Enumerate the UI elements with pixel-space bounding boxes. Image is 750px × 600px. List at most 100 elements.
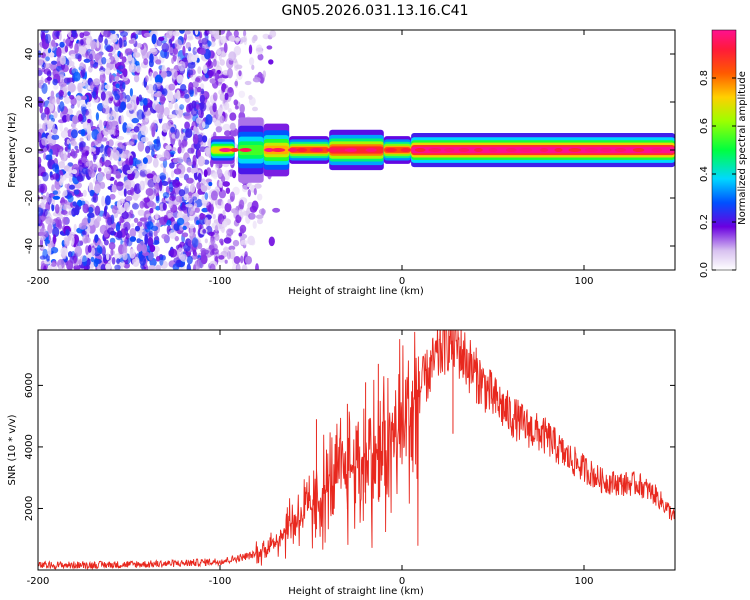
noise-cell bbox=[101, 195, 105, 207]
noise-cell bbox=[57, 219, 63, 229]
noise-cell bbox=[40, 194, 47, 204]
noise-cell bbox=[182, 45, 186, 57]
x-tick-label: -200 bbox=[27, 576, 50, 587]
noise-cell bbox=[112, 146, 117, 153]
noise-cell bbox=[80, 39, 84, 46]
noise-cell bbox=[213, 58, 217, 67]
noise-cell bbox=[152, 175, 158, 184]
noise-cell bbox=[224, 170, 231, 181]
noise-cell bbox=[183, 33, 188, 41]
y-tick-label: 40 bbox=[24, 48, 35, 61]
noise-cell bbox=[233, 45, 242, 56]
noise-cell bbox=[228, 245, 236, 251]
noise-cell bbox=[43, 30, 49, 34]
signal-peak bbox=[554, 148, 563, 152]
noise-cell bbox=[137, 209, 145, 216]
noise-cell bbox=[119, 153, 127, 159]
noise-cell bbox=[63, 152, 67, 161]
noise-cell bbox=[210, 203, 214, 215]
noise-cell bbox=[106, 140, 110, 146]
noise-cell bbox=[186, 255, 193, 265]
noise-cell bbox=[126, 128, 130, 133]
noise-cell bbox=[261, 208, 265, 216]
noise-cell bbox=[104, 43, 111, 51]
noise-cell bbox=[148, 251, 154, 261]
noise-cell bbox=[204, 147, 212, 155]
noise-cell bbox=[127, 53, 133, 62]
noise-cell bbox=[86, 124, 91, 135]
noise-cell bbox=[98, 119, 103, 128]
noise-cell bbox=[94, 234, 99, 244]
noise-cell bbox=[56, 46, 62, 58]
noise-cell bbox=[248, 44, 253, 55]
noise-cell bbox=[137, 140, 145, 152]
signal-peak bbox=[239, 148, 252, 152]
noise-cell bbox=[187, 239, 194, 247]
noise-cell bbox=[38, 214, 42, 224]
noise-cell bbox=[132, 256, 140, 267]
noise-cell bbox=[83, 58, 91, 63]
noise-cell bbox=[120, 114, 124, 124]
noise-cell bbox=[64, 45, 69, 53]
signal-peak bbox=[519, 148, 533, 152]
noise-cell bbox=[122, 81, 126, 90]
noise-cell bbox=[252, 220, 257, 229]
noise-cell bbox=[221, 200, 225, 209]
noise-cell bbox=[52, 195, 61, 200]
noise-cell bbox=[192, 264, 196, 270]
noise-cell bbox=[209, 78, 217, 84]
noise-cell bbox=[129, 209, 134, 219]
y-tick-label: 2000 bbox=[24, 496, 35, 521]
noise-cell bbox=[71, 169, 78, 175]
noise-cell bbox=[149, 244, 156, 253]
noise-cell bbox=[122, 68, 128, 78]
noise-cell bbox=[229, 112, 237, 121]
noise-cell bbox=[145, 145, 151, 154]
noise-cell bbox=[124, 48, 133, 56]
noise-cell bbox=[103, 253, 106, 263]
noise-cell bbox=[179, 104, 185, 110]
noise-cell bbox=[49, 148, 53, 156]
noise-cell bbox=[172, 31, 180, 37]
noise-cell bbox=[212, 102, 217, 113]
noise-cell bbox=[235, 37, 240, 44]
noise-cell bbox=[200, 248, 207, 253]
noise-cell bbox=[38, 123, 42, 129]
noise-cell bbox=[149, 71, 153, 81]
noise-cell bbox=[69, 184, 75, 190]
noise-cell bbox=[144, 75, 149, 83]
noise-cell bbox=[72, 201, 77, 207]
noise-cell bbox=[174, 92, 178, 99]
noise-cell bbox=[163, 214, 168, 223]
noise-cell bbox=[126, 141, 135, 146]
noise-cell bbox=[190, 55, 198, 63]
noise-cell bbox=[181, 232, 189, 238]
noise-cell bbox=[170, 170, 175, 179]
signal-peak bbox=[309, 148, 324, 152]
noise-cell bbox=[107, 216, 113, 226]
noise-cell bbox=[71, 207, 76, 217]
noise-cell bbox=[86, 101, 92, 108]
noise-cell bbox=[74, 42, 79, 54]
noise-cell bbox=[52, 78, 58, 86]
noise-cell bbox=[248, 95, 253, 100]
noise-cell bbox=[66, 59, 70, 66]
noise-cell bbox=[149, 207, 154, 214]
noise-cell bbox=[48, 48, 52, 54]
noise-cell bbox=[105, 263, 112, 270]
noise-cell bbox=[70, 148, 75, 157]
noise-cell bbox=[192, 237, 199, 248]
noise-cell bbox=[121, 211, 129, 220]
noise-cell bbox=[174, 235, 179, 242]
noise-cell bbox=[161, 233, 168, 239]
noise-cell bbox=[46, 76, 52, 81]
noise-cell bbox=[154, 103, 163, 113]
noise-cell bbox=[233, 212, 237, 219]
noise-cell bbox=[129, 248, 136, 259]
noise-cell bbox=[115, 83, 120, 89]
noise-cell bbox=[64, 183, 69, 189]
noise-cell bbox=[214, 233, 220, 241]
noise-cell bbox=[67, 91, 71, 96]
noise-cell bbox=[257, 218, 263, 225]
